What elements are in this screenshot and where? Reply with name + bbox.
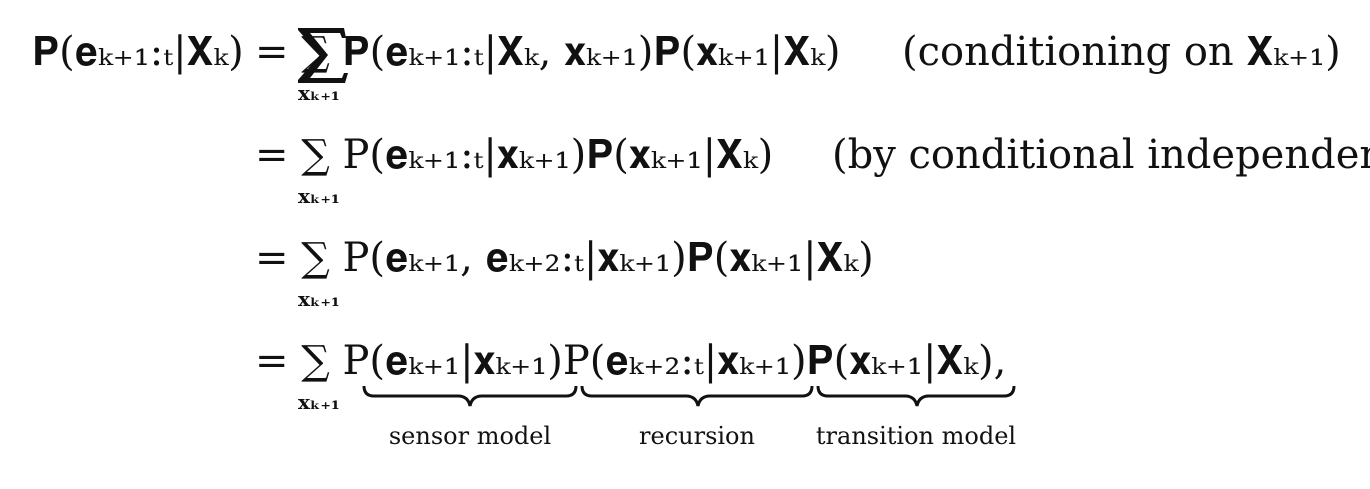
row-2-expression: = ∑ P(𝐞ₖ₊₁:ₜ|𝐱ₖ₊₁)𝐏(𝐱ₖ₊₁|𝐗ₖ) [255,132,773,178]
row-4-sum-index: 𝐱ₖ₊₁ [298,390,340,414]
row-1-sum-index: 𝐱ₖ₊₁ [298,81,340,105]
brace-label-sensor-model: sensor model [389,422,551,450]
equation-row-3: = ∑ P(𝐞ₖ₊₁, 𝐞ₖ₊₂:ₜ|𝐱ₖ₊₁)𝐏(𝐱ₖ₊₁|𝐗ₖ) 𝐱ₖ₊₁ [255,235,874,311]
equation-row-4: = ∑ P(𝐞ₖ₊₁|𝐱ₖ₊₁)P(𝐞ₖ₊₂:ₜ|𝐱ₖ₊₁)𝐏(𝐱ₖ₊₁|𝐗ₖ)… [255,338,1006,414]
row-3-sum-index: 𝐱ₖ₊₁ [298,287,340,311]
equation-row-2: = ∑ P(𝐞ₖ₊₁:ₜ|𝐱ₖ₊₁)𝐏(𝐱ₖ₊₁|𝐗ₖ) (by conditi… [255,132,1370,208]
equation-row-1: = ∑ 𝐏(𝐞ₖ₊₁:ₜ|𝐗ₖ, 𝐱ₖ₊₁)𝐏(𝐱ₖ₊₁|𝐗ₖ) (condit… [255,28,1341,105]
brace-label-transition-model: transition model [816,422,1016,450]
brace-label-recursion: recursion [639,422,755,450]
underbrace-sensor-model: sensor model [362,385,578,450]
row-2-sum-index: 𝐱ₖ₊₁ [298,184,340,208]
underbrace-recursion: recursion [580,385,814,450]
row-3-expression: = ∑ P(𝐞ₖ₊₁, 𝐞ₖ₊₂:ₜ|𝐱ₖ₊₁)𝐏(𝐱ₖ₊₁|𝐗ₖ) [255,235,874,281]
row-2-note: (by conditional independence) [832,132,1370,178]
underbrace-transition-model: transition model [816,385,1016,450]
row-1-note: (conditioning on 𝐗ₖ₊₁) [902,29,1341,75]
row-1-expression: = ∑ 𝐏(𝐞ₖ₊₁:ₜ|𝐗ₖ, 𝐱ₖ₊₁)𝐏(𝐱ₖ₊₁|𝐗ₖ) [255,29,840,75]
row-4-expression: = ∑ P(𝐞ₖ₊₁|𝐱ₖ₊₁)P(𝐞ₖ₊₂:ₜ|𝐱ₖ₊₁)𝐏(𝐱ₖ₊₁|𝐗ₖ)… [255,338,1006,384]
equation-lhs: 𝐏(𝐞ₖ₊₁:ₜ|𝐗ₖ) [32,29,244,75]
